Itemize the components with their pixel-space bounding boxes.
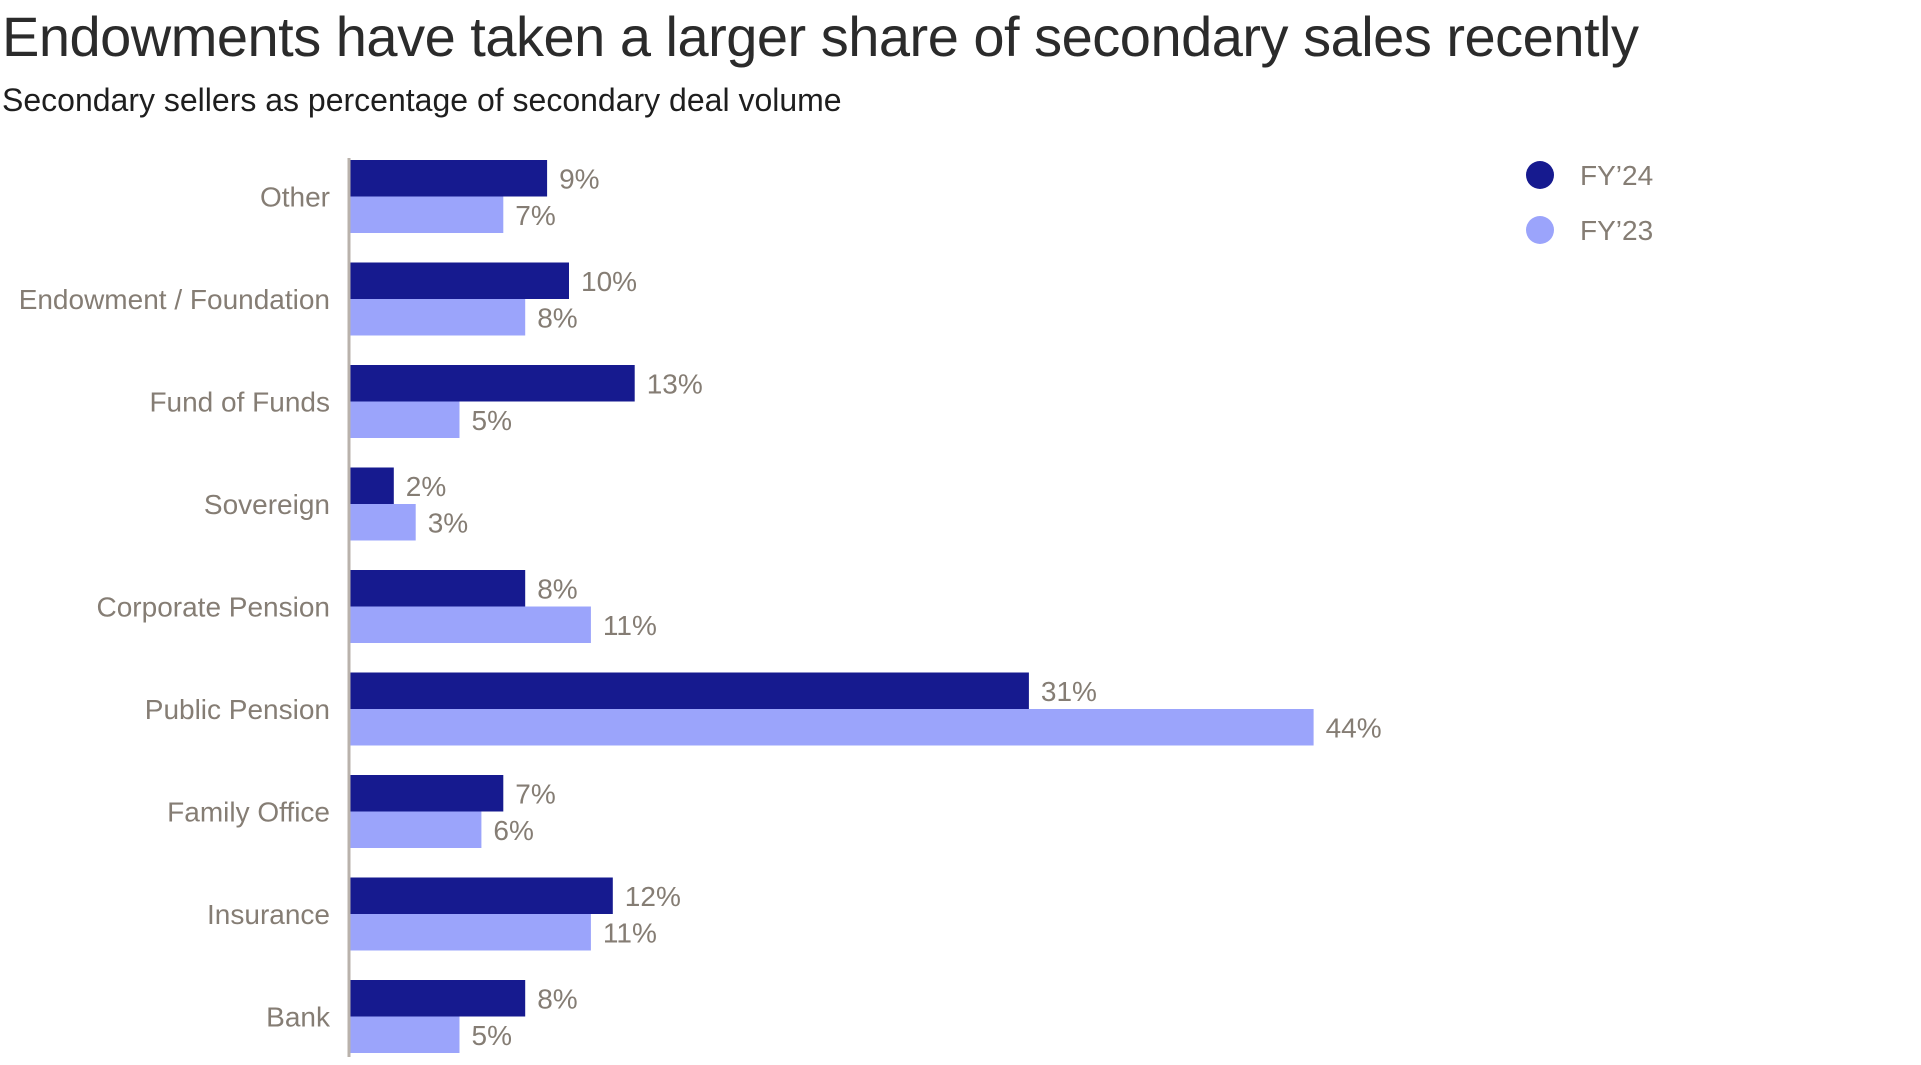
value-label-fy23-fund-of-funds: 5% — [472, 405, 512, 436]
chart-subtitle: Secondary sellers as percentage of secon… — [2, 82, 842, 118]
bar-fy24-endowment-foundation — [350, 262, 569, 299]
bar-fy24-bank — [350, 980, 526, 1017]
value-label-fy24-bank: 8% — [537, 983, 577, 1014]
value-label-fy24-fund-of-funds: 13% — [647, 368, 703, 399]
category-label-fund-of-funds: Fund of Funds — [149, 387, 330, 418]
value-label-fy23-other: 7% — [515, 200, 555, 231]
bar-fy24-family-office — [350, 775, 504, 812]
category-label-bank: Bank — [266, 1002, 331, 1033]
bar-fy24-fund-of-funds — [350, 365, 635, 402]
value-label-fy24-family-office: 7% — [515, 778, 555, 809]
value-label-fy24-public-pension: 31% — [1041, 676, 1097, 707]
chart-title: Endowments have taken a larger share of … — [2, 5, 1639, 68]
value-label-fy23-insurance: 11% — [603, 917, 657, 948]
bar-fy23-fund-of-funds — [350, 401, 460, 438]
bar-fy23-bank — [350, 1016, 460, 1053]
bar-fy24-corporate-pension — [350, 570, 526, 607]
category-label-insurance: Insurance — [207, 899, 330, 930]
bar-fy23-public-pension — [350, 709, 1314, 746]
legend-marker-fy23 — [1526, 216, 1554, 244]
value-label-fy24-insurance: 12% — [625, 881, 681, 912]
bar-fy23-sovereign — [350, 504, 416, 541]
bar-fy23-other — [350, 196, 504, 233]
legend-marker-fy24 — [1526, 161, 1554, 189]
bar-fy24-sovereign — [350, 467, 394, 504]
value-label-fy23-endowment-foundation: 8% — [537, 302, 577, 333]
bar-fy23-insurance — [350, 914, 591, 951]
category-label-family-office: Family Office — [167, 797, 330, 828]
value-label-fy23-bank: 5% — [472, 1020, 512, 1051]
bar-fy24-other — [350, 160, 548, 197]
category-label-sovereign: Sovereign — [204, 489, 330, 520]
legend-label-fy23: FY’23 — [1580, 215, 1653, 246]
bar-fy24-public-pension — [350, 672, 1029, 709]
legend-label-fy24: FY’24 — [1580, 160, 1653, 191]
value-label-fy24-other: 9% — [559, 163, 599, 194]
value-label-fy23-public-pension: 44% — [1326, 712, 1382, 743]
bar-fy23-family-office — [350, 811, 482, 848]
bar-fy23-corporate-pension — [350, 606, 591, 643]
category-label-endowment-foundation: Endowment / Foundation — [19, 284, 330, 315]
bar-fy24-insurance — [350, 877, 613, 914]
category-label-public-pension: Public Pension — [145, 694, 330, 725]
value-label-fy24-endowment-foundation: 10% — [581, 266, 637, 297]
value-label-fy24-sovereign: 2% — [406, 471, 446, 502]
value-label-fy24-corporate-pension: 8% — [537, 573, 577, 604]
value-label-fy23-corporate-pension: 11% — [603, 610, 657, 641]
category-label-other: Other — [260, 182, 330, 213]
category-label-corporate-pension: Corporate Pension — [97, 592, 330, 623]
value-label-fy23-sovereign: 3% — [428, 507, 468, 538]
value-label-fy23-family-office: 6% — [493, 815, 533, 846]
bar-fy23-endowment-foundation — [350, 299, 526, 336]
